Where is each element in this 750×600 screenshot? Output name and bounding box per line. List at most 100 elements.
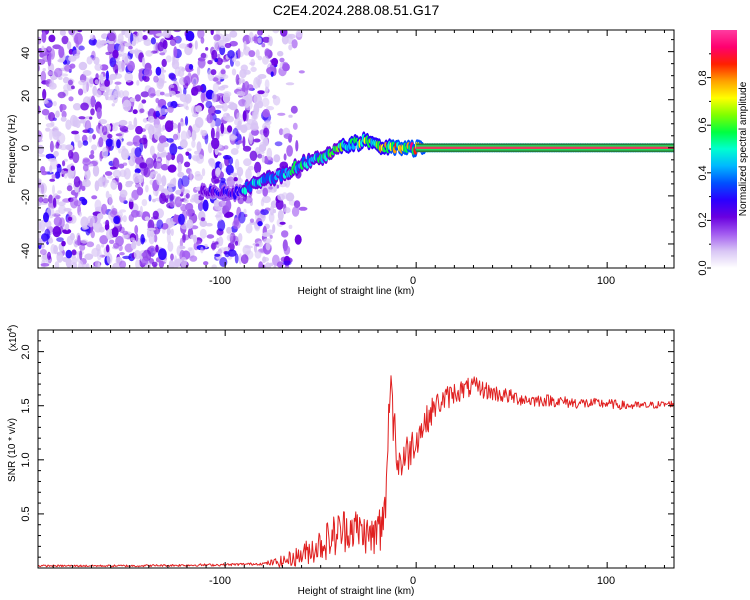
snr-ytick-0: 0.5 [20,506,32,521]
spectrogram-noise-cell [262,187,269,197]
spectrogram-noise-cell [143,67,153,77]
spectrogram-noise-cell [211,264,217,268]
spectrogram-noise-cell [232,219,241,230]
spectrogram-xlabel: Height of straight line (km) [298,286,415,297]
spectrogram-noise-cell [197,66,201,76]
spectrogram-noise-cell [105,219,110,227]
spectrogram-noise-cell [77,235,81,246]
spectrogram-noise-cell [55,141,60,149]
spectrogram-noise-cell [95,90,102,98]
spectrogram-noise-cell [45,102,53,107]
spectrogram-noise-cell [238,78,246,84]
spectrogram-noise-cell [141,252,147,257]
spectrogram-noise-cell [78,88,84,96]
spectrogram-noise-cell [234,158,240,170]
spectrogram-noise-cell [52,184,55,195]
spectrogram-noise-cell [133,117,138,128]
spectrogram-noise-cell [59,226,64,233]
spectrogram-noise-cell [266,229,274,235]
spectrogram-noise-cell [168,221,177,225]
spectrogram-noise-cell [54,261,60,268]
spectrogram-noise-cell [88,76,94,88]
spectrogram-noise-cell [52,44,62,50]
spectrogram-noise-cell [179,139,188,149]
spectrogram-noise-cell [59,217,65,228]
spectrogram-noise-cell [128,121,132,126]
spectrogram-noise-cell [129,49,137,54]
spectrogram-noise-cell [285,82,295,86]
spectrogram-noise-cell [235,60,241,67]
spectrogram-noise-cell [257,221,263,227]
spectrogram-noise-cell [99,86,108,92]
spectrogram-noise-cell [78,260,84,268]
spectrogram-noise-cell [70,196,79,209]
spectrogram-noise-cell [38,144,45,155]
spectrogram-noise-cell [112,49,119,59]
spectrogram-noise-cell [66,235,74,246]
spectrogram-noise-cell [82,70,92,76]
spectrogram-noise-cell [210,242,217,250]
spectrogram-noise-cell [279,57,285,63]
spectrogram-noise-cell [61,35,69,45]
spectrogram-noise-cell [199,228,207,239]
spectrogram-ytick-2: 0 [20,145,32,151]
spectrogram-noise-cell [253,77,260,89]
spectrogram-noise-cell [143,137,148,149]
spectrogram-noise-cell [255,49,260,58]
colorbar-label: Normalized spectral amplitude [738,81,749,216]
spectrogram-noise-cell [55,110,60,118]
spectrogram-noise-cell [180,184,185,194]
spectrogram-noise-cell [272,30,280,34]
spectrogram-noise-cell [144,123,154,131]
spectrogram-noise-cell [47,71,54,76]
spectrogram-noise-cell [288,224,293,229]
spectrogram-noise-cell [141,257,149,266]
spectrogram-noise-cell [268,36,273,47]
spectrogram-noise-cell [128,199,134,210]
spectrogram-noise-cell [90,95,96,108]
spectrogram-noise-cell [238,253,242,265]
spectrogram-noise-cell [170,253,174,261]
spectrogram-noise-cell [185,30,195,42]
spectrogram-ytick-1: -20 [20,189,32,205]
spectrogram-noise-cell [261,36,271,43]
spectrogram-noise-cell [156,173,162,186]
spectrogram-noise-cell [254,34,258,42]
spectrogram-noise-cell [168,90,176,97]
spectrogram-noise-cell [82,158,91,166]
spectrogram-noise-cell [77,140,83,149]
spectrogram-noise-cell [139,142,144,153]
spectrogram-noise-cell [82,163,89,172]
spectrogram-noise-cell [262,55,269,65]
spectrogram-noise-cell [298,70,305,74]
spectrogram-panel: -40 -20 0 20 40 -100 0 100 Height of str… [7,29,675,297]
spectrogram-noise-cell [162,48,167,54]
spectrogram-noise-cell [224,42,232,49]
spectrogram-noise-cell [192,77,198,86]
spectrogram-noise-cell [54,67,63,78]
spectrogram-noise-cell [290,105,298,114]
spectrogram-noise-cell [117,182,123,192]
spectrogram-noise-cell [153,75,159,83]
spectrogram-noise-cell [102,125,108,136]
spectrogram-noise-cell [104,171,113,176]
spectrogram-noise-cell [41,233,48,242]
spectrogram-noise-cell [159,38,167,48]
spectrogram-noise-cell [168,259,175,268]
snr-xtick-2: 100 [597,575,615,587]
spectrogram-noise-cell [161,175,167,187]
spectrogram-noise-cell [226,176,235,188]
spectrogram-noise-cell [65,144,74,151]
spectrogram-noise-cell [68,30,75,36]
spectrogram-noise-cell [214,253,221,257]
spectrogram-noise-cell [119,90,124,98]
spectrogram-noise-cell [155,110,161,118]
spectrogram-noise-cell [189,170,193,182]
spectrogram-noise-cell [147,115,155,123]
spectrogram-noise-cell [109,95,115,101]
colorbar-ticks [707,53,711,269]
spectrogram-noise-cell [145,184,149,193]
spectrogram-noise-cell [78,211,83,217]
spectrogram-ticks [38,30,674,268]
spectrogram-ytick-3: 20 [20,90,32,102]
